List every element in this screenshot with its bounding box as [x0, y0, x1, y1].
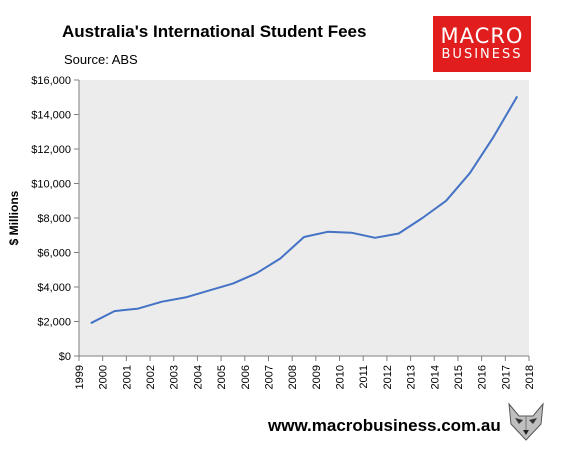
- x-tick-label: 2012: [382, 365, 394, 389]
- x-tick-label: 2013: [406, 365, 418, 389]
- y-tick-label: $12,000: [31, 144, 71, 156]
- x-tick-label: 2011: [358, 365, 370, 389]
- website-url: www.macrobusiness.com.au: [268, 416, 501, 435]
- y-tick-label: $16,000: [31, 75, 71, 87]
- y-axis: $0 $2,000 $4,000 $6,000 $8,000 $10,000 $12,000…: [31, 75, 80, 363]
- x-tick-label: 2010: [335, 365, 347, 389]
- x-axis: 1999 2000 2001 2002 2003 2004 2005 2006 2007 2008…: [74, 355, 536, 389]
- y-axis-label: $ Millions: [7, 190, 21, 245]
- logo-text-business: BUSINESS: [441, 47, 523, 62]
- y-tick-label: $10,000: [31, 179, 71, 191]
- wolf-head-icon: [508, 402, 544, 441]
- y-tick-label: $0: [59, 351, 71, 363]
- x-tick-label: 2016: [477, 365, 489, 389]
- y-tick-label: $4,000: [37, 282, 71, 294]
- x-tick-label: 2015: [453, 365, 465, 389]
- x-tick-label: 1999: [74, 365, 86, 389]
- series-layer: [90, 95, 519, 325]
- x-tick-label: 2001: [121, 365, 133, 389]
- x-tick-label: 2008: [287, 365, 299, 389]
- x-tick-label: 2005: [216, 365, 228, 389]
- x-tick-label: 2009: [311, 365, 323, 389]
- logo-text-macro: MACRO: [440, 24, 524, 48]
- x-tick-label: 2000: [98, 365, 110, 389]
- x-tick-label: 2003: [169, 365, 181, 389]
- y-tick-label: $8,000: [37, 213, 71, 225]
- x-tick-label: 2002: [145, 365, 157, 389]
- x-tick-label: 2018: [524, 365, 536, 389]
- x-tick-label: 2017: [500, 365, 512, 389]
- y-tick-label: $14,000: [31, 110, 71, 122]
- chart-source: Source: ABS: [64, 52, 138, 67]
- x-tick-label: 2014: [429, 365, 441, 389]
- macrobusiness-logo: MACRO BUSINESS: [433, 16, 531, 72]
- plot-area: [79, 80, 529, 356]
- x-tick-label: 2006: [240, 365, 252, 389]
- x-tick-label: 2004: [192, 365, 204, 389]
- chart-title: Australia's International Student Fees: [62, 22, 367, 41]
- series-line: [90, 95, 519, 325]
- y-tick-label: $6,000: [37, 248, 71, 260]
- x-tick-label: 2007: [263, 365, 275, 389]
- y-tick-label: $2,000: [37, 317, 71, 329]
